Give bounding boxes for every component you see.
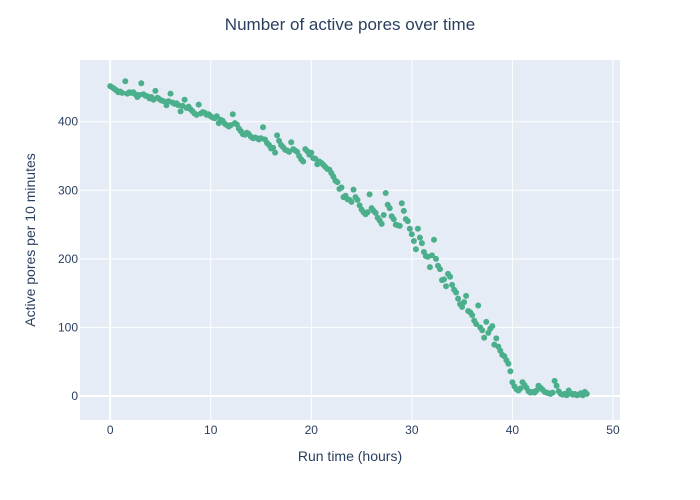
data-point xyxy=(459,303,466,310)
data-point xyxy=(378,220,385,227)
data-point xyxy=(122,78,129,85)
data-point xyxy=(382,190,389,196)
data-point xyxy=(412,246,419,253)
data-point xyxy=(469,312,476,319)
x-tick-label: 40 xyxy=(506,423,520,437)
x-tick-label: 20 xyxy=(305,423,319,437)
data-point xyxy=(505,360,512,367)
data-point xyxy=(390,216,397,223)
data-point xyxy=(431,236,437,243)
data-point xyxy=(549,389,556,396)
y-tick-label: 400 xyxy=(58,115,78,129)
data-point xyxy=(461,299,468,306)
x-tick-label: 50 xyxy=(606,423,620,437)
data-point xyxy=(272,149,279,156)
x-tick-label: 10 xyxy=(204,423,218,437)
data-point xyxy=(167,90,174,97)
data-point xyxy=(433,255,439,262)
data-point xyxy=(300,158,307,165)
data-point xyxy=(195,101,202,108)
x-tick-label: 0 xyxy=(107,423,114,437)
data-point xyxy=(138,80,145,87)
data-point xyxy=(583,390,590,397)
data-point xyxy=(288,139,295,146)
y-tick-label: 0 xyxy=(71,389,78,403)
data-point xyxy=(479,327,486,334)
grid-lines xyxy=(80,60,620,420)
data-point xyxy=(348,198,355,205)
data-point xyxy=(406,225,413,232)
data-point xyxy=(338,184,345,191)
data-points xyxy=(107,78,590,399)
tick-labels: 0 10 20 30 40 50 0 100 200 300 400 xyxy=(58,115,620,437)
data-point xyxy=(489,323,496,330)
data-point xyxy=(152,87,159,94)
data-point xyxy=(463,292,470,299)
data-point xyxy=(274,132,281,139)
data-point xyxy=(473,321,480,327)
data-point xyxy=(551,377,558,384)
data-point xyxy=(372,209,379,216)
data-point xyxy=(418,240,425,247)
data-point xyxy=(213,113,220,120)
data-point xyxy=(453,289,460,296)
data-point xyxy=(364,209,371,216)
data-point xyxy=(483,318,490,325)
data-point xyxy=(507,368,514,375)
data-point xyxy=(426,264,433,271)
data-point xyxy=(416,234,423,241)
y-tick-label: 300 xyxy=(58,183,78,197)
data-point xyxy=(270,144,277,151)
data-point xyxy=(493,335,500,342)
data-point xyxy=(410,238,417,244)
data-point xyxy=(354,196,361,203)
data-point xyxy=(441,276,447,283)
data-point xyxy=(398,200,405,207)
data-point xyxy=(437,266,443,273)
y-tick-label: 100 xyxy=(58,320,78,334)
data-point xyxy=(517,385,524,392)
data-point xyxy=(260,124,266,131)
data-point xyxy=(404,218,411,225)
data-point xyxy=(177,108,184,115)
data-point xyxy=(396,222,403,229)
data-point xyxy=(443,283,449,290)
x-axis-title: Run time (hours) xyxy=(298,448,402,464)
data-point xyxy=(366,191,373,198)
chart-title: Number of active pores over time xyxy=(225,15,475,34)
data-point xyxy=(380,212,387,218)
data-point xyxy=(119,89,126,96)
data-point xyxy=(414,225,421,232)
data-point xyxy=(449,281,456,288)
data-point xyxy=(408,231,415,238)
data-point xyxy=(475,302,482,309)
data-point xyxy=(229,111,236,118)
data-point xyxy=(160,98,167,105)
data-point xyxy=(334,179,341,186)
data-point xyxy=(553,382,560,389)
data-point xyxy=(455,295,462,302)
y-tick-label: 200 xyxy=(58,252,78,266)
plot-area xyxy=(80,60,620,420)
data-point xyxy=(386,205,393,212)
data-point xyxy=(350,186,357,193)
data-point xyxy=(447,273,454,280)
data-point xyxy=(429,252,435,259)
x-tick-label: 30 xyxy=(405,423,419,437)
y-axis-title: Active pores per 10 minutes xyxy=(22,153,38,327)
data-point xyxy=(181,96,188,103)
data-point xyxy=(308,149,315,156)
data-point xyxy=(400,207,407,214)
data-point xyxy=(481,334,488,341)
